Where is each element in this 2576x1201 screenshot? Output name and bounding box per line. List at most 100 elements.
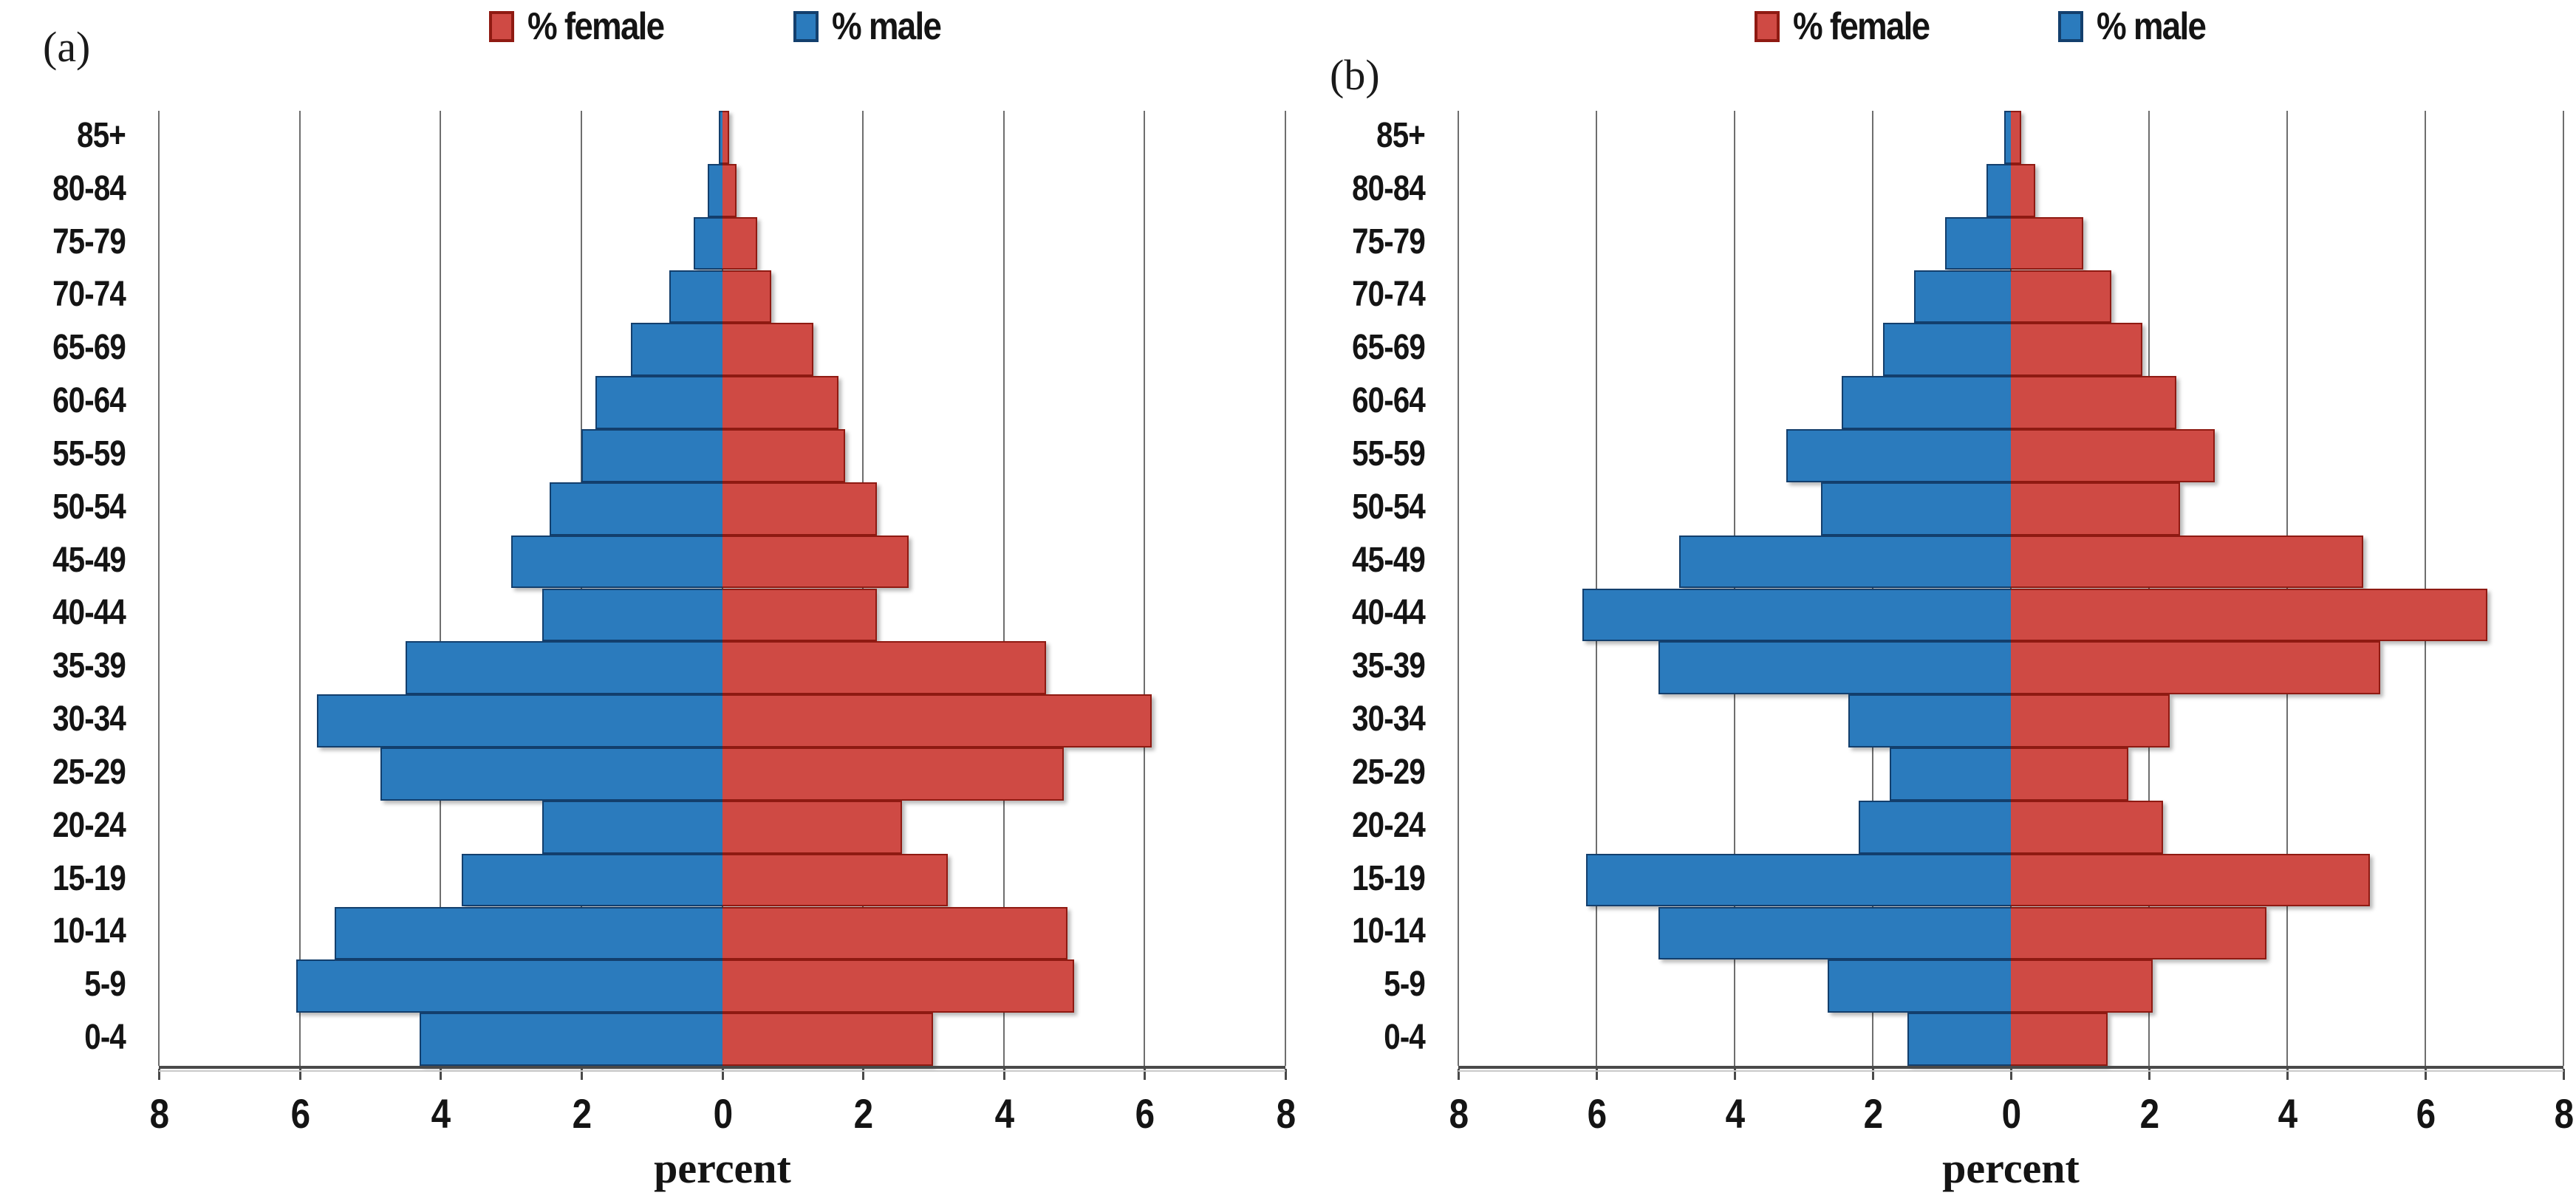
axis-tick-a (721, 1069, 724, 1080)
legend-female-label: % female (527, 5, 665, 48)
bar-female-5-9 (722, 959, 1075, 1013)
bar-male-0-4 (1907, 1013, 2011, 1066)
axis-tick-a (1285, 1069, 1287, 1080)
bar-male-15-19 (461, 853, 722, 907)
bar-female-25-29 (722, 747, 1064, 801)
x-tick-label-b: 6 (1587, 1090, 1607, 1137)
legend-female-label: % female (1792, 5, 1930, 48)
age-label-b-30-34: 30-34 (1352, 699, 1426, 739)
panel-b-label: (b) (1330, 51, 1380, 99)
x-axis-line-a (159, 1066, 1285, 1069)
age-label-b-15-19: 15-19 (1352, 858, 1426, 898)
x-axis-title-b: percent (1942, 1144, 2080, 1192)
axis-tick-a (1002, 1069, 1005, 1080)
age-label-a-45-49: 45-49 (52, 540, 126, 580)
age-label-a-85+: 85+ (77, 115, 126, 155)
bar-male-65-69 (1883, 323, 2011, 377)
age-label-b-20-24: 20-24 (1352, 805, 1426, 845)
bar-male-75-79 (694, 216, 722, 270)
bar-male-15-19 (1585, 853, 2011, 907)
bar-male-25-29 (1890, 747, 2011, 801)
female-swatch-icon (489, 11, 515, 42)
bar-female-65-69 (722, 323, 814, 377)
x-tick-label-a: 2 (853, 1090, 873, 1137)
age-label-b-80-84: 80-84 (1352, 168, 1426, 208)
axis-tick-a (862, 1069, 865, 1080)
bar-male-60-64 (595, 376, 722, 429)
x-tick-label-b: 8 (1449, 1090, 1469, 1137)
legend-item-male: % male (793, 4, 955, 49)
age-label-a-80-84: 80-84 (52, 168, 126, 208)
x-axis-title-a: percent (654, 1144, 791, 1192)
legend-item-male: % male (2058, 4, 2220, 49)
bar-female-20-24 (2011, 800, 2163, 854)
bar-female-35-39 (2011, 641, 2381, 695)
x-tick-label-a: 8 (149, 1090, 169, 1137)
bar-male-65-69 (630, 323, 722, 377)
age-label-b-45-49: 45-49 (1352, 540, 1426, 580)
age-label-b-55-59: 55-59 (1352, 434, 1426, 473)
gridline-b (2563, 111, 2564, 1066)
bar-male-25-29 (380, 747, 722, 801)
bar-male-40-44 (542, 588, 722, 642)
bar-female-75-79 (722, 216, 758, 270)
legend-item-female: % female (1754, 4, 1947, 49)
bar-female-45-49 (2011, 535, 2363, 589)
x-tick-label-b: 2 (1863, 1090, 1883, 1137)
female-swatch-icon (1754, 11, 1780, 42)
bar-female-85+ (2011, 111, 2022, 164)
bar-female-40-44 (722, 588, 878, 642)
gridline-a (298, 111, 301, 1066)
age-label-b-5-9: 5-9 (1384, 965, 1426, 1005)
axis-tick-a (580, 1069, 583, 1080)
bar-male-70-74 (1914, 270, 2011, 324)
panel-a-label: (a) (43, 23, 91, 71)
bar-male-50-54 (1820, 482, 2011, 536)
bar-male-75-79 (1945, 216, 2011, 270)
gridline-a (1285, 111, 1286, 1066)
x-tick-label-a: 4 (431, 1090, 451, 1137)
age-label-a-15-19: 15-19 (52, 858, 126, 898)
bar-female-55-59 (722, 429, 846, 482)
bar-male-45-49 (1679, 535, 2011, 589)
bar-female-0-4 (722, 1013, 934, 1066)
legend-male-label: % male (2097, 5, 2207, 48)
age-label-a-60-64: 60-64 (52, 381, 126, 421)
bar-male-85+ (2003, 111, 2011, 164)
bar-male-5-9 (1828, 959, 2011, 1013)
bar-female-15-19 (722, 853, 948, 907)
age-label-a-30-34: 30-34 (52, 699, 126, 739)
age-label-b-85+: 85+ (1376, 115, 1426, 155)
age-label-a-0-4: 0-4 (84, 1018, 126, 1058)
bar-male-50-54 (549, 482, 722, 536)
x-tick-label-b: 2 (2139, 1090, 2159, 1137)
x-tick-label-a: 2 (572, 1090, 591, 1137)
bar-female-35-39 (722, 641, 1046, 695)
bar-female-75-79 (2011, 216, 2084, 270)
age-label-a-75-79: 75-79 (52, 222, 126, 261)
age-label-b-25-29: 25-29 (1352, 752, 1426, 792)
bar-male-35-39 (1658, 641, 2011, 695)
axis-tick-b (2010, 1069, 2012, 1080)
bar-male-55-59 (1786, 429, 2011, 482)
x-axis-shadow-a (159, 1070, 1285, 1072)
axis-tick-b (2148, 1069, 2150, 1080)
legend-item-female: % female (489, 4, 682, 49)
bar-female-55-59 (2011, 429, 2215, 482)
age-label-a-10-14: 10-14 (52, 911, 126, 951)
bar-female-40-44 (2011, 588, 2488, 642)
age-label-b-0-4: 0-4 (1384, 1018, 1426, 1058)
x-tick-label-a: 4 (994, 1090, 1014, 1137)
bar-male-30-34 (1848, 694, 2011, 747)
axis-tick-a (158, 1069, 160, 1080)
x-tick-label-b: 6 (2416, 1090, 2436, 1137)
x-axis-line-b (1458, 1066, 2563, 1069)
age-label-b-50-54: 50-54 (1352, 487, 1426, 527)
bar-female-80-84 (2011, 163, 2035, 217)
bar-male-0-4 (419, 1013, 722, 1066)
age-label-b-10-14: 10-14 (1352, 911, 1426, 951)
bar-male-70-74 (669, 270, 722, 324)
age-label-a-25-29: 25-29 (52, 752, 126, 792)
axis-tick-a (298, 1069, 301, 1080)
bar-female-0-4 (2011, 1013, 2108, 1066)
